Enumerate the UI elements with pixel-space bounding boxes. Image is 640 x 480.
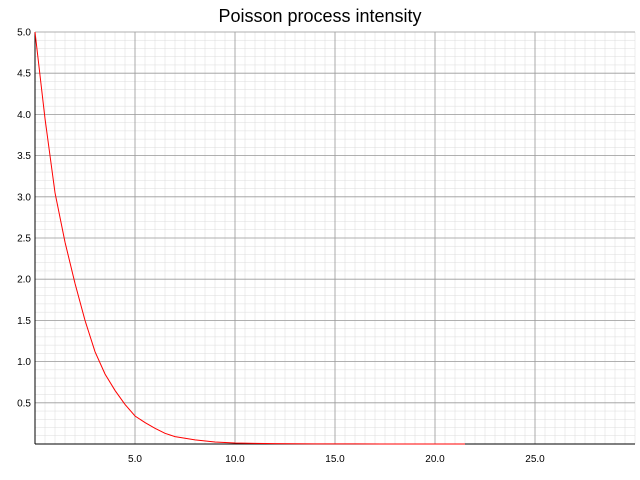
x-tick-label: 15.0 <box>325 454 345 465</box>
y-tick-label: 1.5 <box>17 316 31 327</box>
tick-labels: 5.0 10.0 15.0 20.0 25.0 0.5 1.0 1.5 2.0 2.5 3.0 3.5… <box>17 28 545 466</box>
y-tick-label: 3.0 <box>17 192 31 203</box>
x-tick-label: 5.0 <box>128 454 142 465</box>
major-gridlines <box>35 31 635 444</box>
chart-title: Poisson process intensity <box>218 6 422 26</box>
y-tick-label: 2.0 <box>17 275 31 286</box>
y-tick-label: 4.0 <box>17 110 31 121</box>
y-tick-label: 5.0 <box>17 28 31 39</box>
y-tick-label: 4.5 <box>17 69 31 80</box>
y-tick-label: 3.5 <box>17 151 31 162</box>
x-tick-label: 25.0 <box>525 454 545 465</box>
y-tick-label: 2.5 <box>17 234 31 245</box>
series-line-0 <box>34 31 466 445</box>
series-layer <box>34 31 466 445</box>
y-tick-label: 0.5 <box>17 398 31 409</box>
x-tick-label: 20.0 <box>425 454 445 465</box>
y-tick-label: 1.0 <box>17 357 31 368</box>
x-tick-label: 10.0 <box>225 454 245 465</box>
